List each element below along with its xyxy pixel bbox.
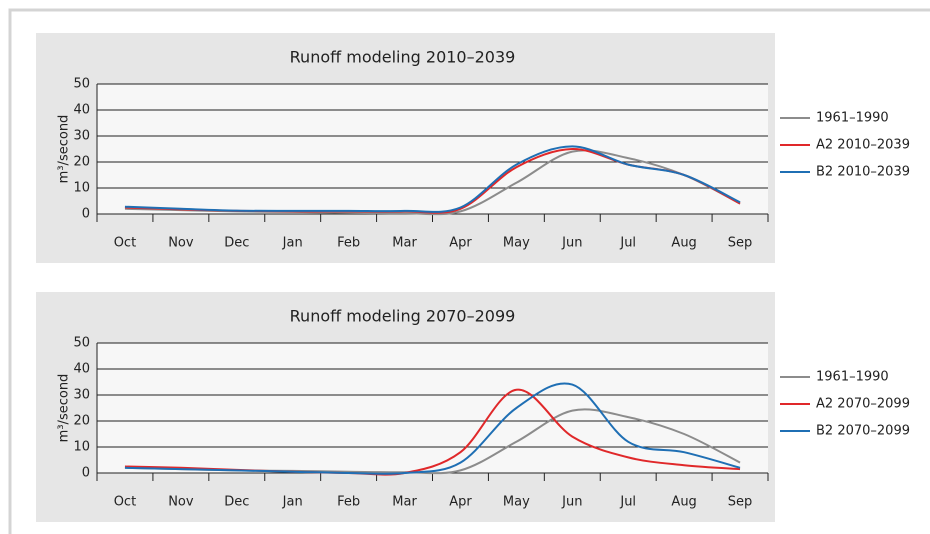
chart-title: Runoff modeling 2010–2039 [290,48,516,67]
x-tick-label: Apr [449,236,472,251]
y-tick-label: 50 [73,336,90,351]
x-tick-label: Jan [282,236,303,251]
x-tick-label: Mar [392,495,417,510]
chart-title: Runoff modeling 2070–2099 [290,307,516,326]
x-tick-label: Nov [168,495,194,510]
x-tick-label: Jun [561,495,582,510]
x-tick-label: Oct [114,236,136,251]
x-tick-label: Jul [619,236,636,251]
x-tick-label: Apr [449,495,472,510]
x-tick-label: Jan [282,495,303,510]
legend-label: B2 2070–2099 [816,424,910,439]
y-tick-label: 0 [82,466,90,481]
y-tick-label: 30 [73,388,90,403]
frame [8,8,930,534]
x-tick-label: Mar [392,236,417,251]
plot-area [97,343,768,473]
x-tick-label: Feb [337,236,360,251]
x-tick-label: Jun [561,236,582,251]
y-tick-label: 10 [73,181,90,196]
x-tick-label: May [503,236,530,251]
x-tick-label: Sep [728,495,753,510]
x-tick-label: Sep [728,236,753,251]
legend-label: A2 2010–2039 [816,138,910,153]
y-axis-label: m³/second [57,374,72,443]
x-tick-label: May [503,495,530,510]
y-tick-label: 30 [73,129,90,144]
y-tick-label: 20 [73,414,90,429]
legend-label: A2 2070–2099 [816,397,910,412]
y-tick-label: 40 [73,103,90,118]
x-tick-label: Jul [619,495,636,510]
series-line [124,145,741,213]
y-tick-label: 0 [82,207,90,222]
y-tick-label: 50 [73,77,90,92]
x-tick-label: Dec [224,236,249,251]
x-tick-label: Feb [337,495,360,510]
y-axis-label: m³/second [57,115,72,184]
x-tick-label: Aug [671,495,696,510]
x-tick-label: Aug [671,236,696,251]
legend-label: 1961–1990 [816,370,889,385]
series-line [124,382,741,475]
legend-label: 1961–1990 [816,111,889,126]
y-tick-label: 40 [73,362,90,377]
x-tick-label: Oct [114,495,136,510]
y-tick-label: 20 [73,155,90,170]
legend-label: B2 2010–2039 [816,165,910,180]
x-tick-label: Nov [168,236,194,251]
y-tick-label: 10 [73,440,90,455]
x-tick-label: Dec [224,495,249,510]
plot-area [97,84,768,214]
